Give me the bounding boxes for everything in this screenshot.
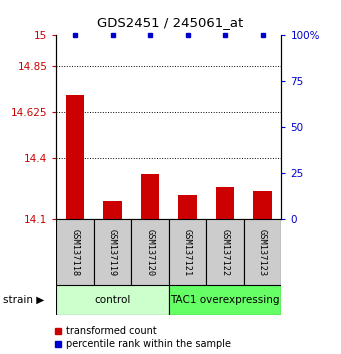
Text: GDS2451 / 245061_at: GDS2451 / 245061_at <box>98 17 243 29</box>
Bar <box>169 219 206 285</box>
Legend: transformed count, percentile rank within the sample: transformed count, percentile rank withi… <box>54 326 231 349</box>
Text: GSM137118: GSM137118 <box>71 229 79 276</box>
Bar <box>169 285 281 315</box>
Text: strain ▶: strain ▶ <box>3 295 45 305</box>
Bar <box>253 191 272 219</box>
Bar <box>103 201 122 219</box>
Text: TAC1 overexpressing: TAC1 overexpressing <box>170 295 280 305</box>
Text: GSM137121: GSM137121 <box>183 229 192 276</box>
Bar <box>56 285 169 315</box>
Bar <box>141 175 160 219</box>
Text: control: control <box>94 295 131 305</box>
Text: GSM137120: GSM137120 <box>146 229 154 276</box>
Bar <box>244 219 281 285</box>
Bar <box>178 195 197 219</box>
Text: GSM137119: GSM137119 <box>108 229 117 276</box>
Bar <box>216 187 235 219</box>
Text: GSM137123: GSM137123 <box>258 229 267 276</box>
Bar <box>66 95 85 219</box>
Bar <box>56 219 94 285</box>
Bar <box>94 219 131 285</box>
Bar <box>131 219 169 285</box>
Text: GSM137122: GSM137122 <box>221 229 229 276</box>
Bar <box>206 219 244 285</box>
